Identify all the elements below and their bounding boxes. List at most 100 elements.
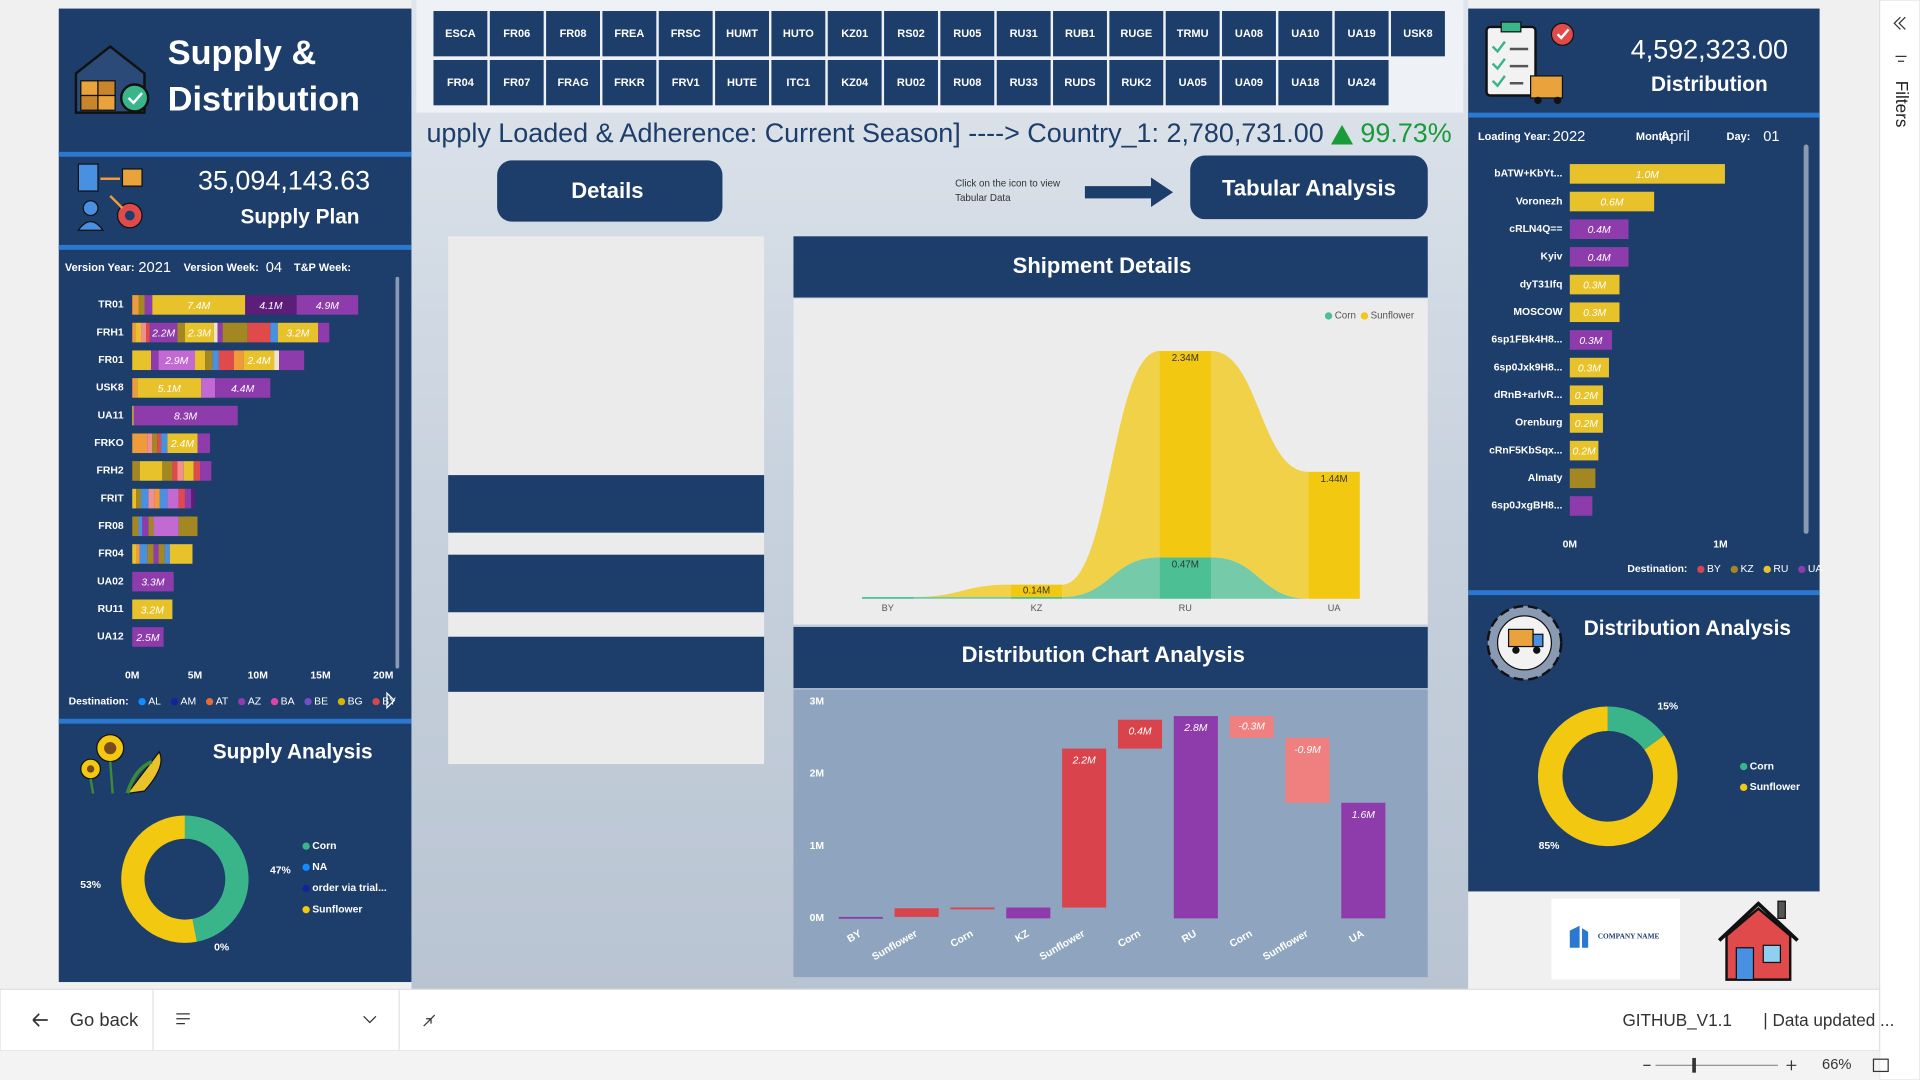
slicer-label[interactable]: UA08	[1235, 28, 1263, 40]
slicer-label[interactable]: TRMU	[1177, 28, 1209, 40]
slicer-button[interactable]	[1053, 60, 1107, 106]
slicer-label[interactable]: FRV1	[672, 77, 700, 89]
slicer-label[interactable]: RU05	[953, 28, 981, 40]
slicer-label[interactable]: HUTO	[783, 28, 814, 40]
slicer-label[interactable]: KZ04	[841, 77, 869, 89]
slicer-button[interactable]	[1165, 60, 1220, 106]
pane-title[interactable]: Filters	[1892, 81, 1912, 128]
expand-icon[interactable]	[1893, 16, 1906, 30]
slicer-button[interactable]	[827, 60, 882, 106]
slicer-label[interactable]: UA19	[1348, 28, 1376, 40]
slicer-label[interactable]: RU08	[953, 77, 981, 89]
slicer-button[interactable]	[1109, 60, 1164, 106]
go-back[interactable]: Go back	[32, 1009, 139, 1030]
slicer-label[interactable]: UA18	[1291, 77, 1319, 89]
slicer-button[interactable]	[602, 60, 657, 106]
slicer-label[interactable]: FREA	[614, 28, 644, 40]
slicer-button[interactable]	[996, 60, 1051, 106]
slicer-button[interactable]	[715, 11, 769, 57]
slicer-button[interactable]	[827, 11, 882, 57]
filter-pane[interactable]	[1878, 0, 1920, 1080]
slicer-button[interactable]	[433, 11, 488, 57]
slicer-button[interactable]	[1053, 11, 1107, 57]
slicer-label[interactable]: UA09	[1235, 77, 1263, 89]
slicer-label[interactable]: UA24	[1348, 77, 1377, 89]
status: | Data updated ...	[1763, 1010, 1894, 1030]
slicer-label[interactable]: RS02	[897, 28, 925, 40]
slicer-button[interactable]	[658, 60, 713, 106]
slicer-label[interactable]: RUK2	[1121, 77, 1151, 89]
scrollbar[interactable]	[395, 276, 400, 669]
button[interactable]	[497, 160, 723, 222]
slicer-label[interactable]: FR06	[503, 28, 530, 40]
slicer-button[interactable]	[996, 11, 1051, 57]
slicer-button[interactable]	[771, 11, 826, 57]
slicer-button[interactable]	[940, 60, 995, 106]
scrollbar[interactable]	[1803, 144, 1809, 534]
ticker-change: 99.73%	[1360, 118, 1451, 148]
button-label[interactable]: Details	[571, 178, 643, 203]
fit-page[interactable]	[1872, 1058, 1889, 1073]
slicer-button[interactable]	[433, 60, 488, 106]
slicer-label[interactable]: FR04	[447, 77, 475, 89]
gear-icon	[1486, 604, 1563, 681]
slicer-button[interactable]	[546, 11, 600, 57]
slicer-label[interactable]: FRKR	[614, 77, 645, 89]
slicer-button[interactable]	[1222, 60, 1276, 106]
slicer-button[interactable]	[1391, 11, 1445, 57]
bar-segment	[158, 350, 195, 371]
pages-icon[interactable]	[176, 1013, 190, 1025]
fit-icon[interactable]	[423, 1014, 436, 1027]
slicer-label[interactable]: HUMT	[726, 28, 758, 40]
slicer-label[interactable]: FRAG	[557, 77, 588, 89]
slicer-button[interactable]	[1334, 60, 1389, 106]
slicer-label[interactable]: RU02	[897, 77, 925, 89]
tabular-button[interactable]: Tabular Analysis	[1190, 155, 1428, 220]
slicer-button[interactable]	[602, 11, 657, 57]
slicer-label[interactable]: RUDS	[1064, 77, 1095, 89]
button-label[interactable]: Tabular Analysis	[1222, 176, 1396, 201]
slicer-button[interactable]	[1334, 11, 1389, 57]
slicer-label[interactable]: ESCA	[445, 28, 476, 40]
slicer-button[interactable]	[884, 11, 938, 57]
slicer-button[interactable]	[1278, 11, 1333, 57]
slicer-button[interactable]	[771, 60, 826, 106]
zoom-in[interactable]	[1786, 1060, 1797, 1071]
slicer-button[interactable]	[658, 11, 713, 57]
slicer-button[interactable]	[1165, 11, 1220, 57]
slicer-label[interactable]: RUGE	[1120, 28, 1152, 40]
dropdown[interactable]	[363, 1015, 377, 1024]
zoom-thumb[interactable]	[1692, 1057, 1696, 1073]
slicer-button[interactable]	[1109, 11, 1164, 57]
slicer-button[interactable]	[489, 11, 544, 57]
slicer-label[interactable]: RUB1	[1065, 28, 1095, 40]
slicer-button[interactable]	[1278, 60, 1333, 106]
slicer-label[interactable]: RU33	[1010, 77, 1038, 89]
bar-segment	[147, 544, 154, 564]
slicer-label[interactable]: FRSC	[671, 28, 701, 40]
supply-panel	[58, 8, 412, 983]
slicer-label[interactable]: FR07	[503, 77, 530, 89]
slicer-label[interactable]: UA10	[1291, 28, 1319, 40]
slicer-button[interactable]	[489, 60, 544, 106]
slicer-label[interactable]: UA05	[1179, 77, 1207, 89]
slicer-label[interactable]: ITC1	[786, 77, 810, 89]
details-button[interactable]: Details	[497, 160, 723, 222]
back-icon[interactable]	[32, 1013, 48, 1027]
slicer-label[interactable]: USK8	[1403, 28, 1432, 40]
slicer-label[interactable]: RU31	[1010, 28, 1038, 40]
back-label[interactable]: Go back	[70, 1009, 139, 1030]
slicer-label[interactable]: KZ01	[841, 28, 868, 40]
legend-dot	[238, 697, 246, 706]
button[interactable]	[1190, 155, 1428, 220]
slicer-label[interactable]: HUTE	[727, 77, 757, 89]
slicer-label[interactable]: FR08	[560, 28, 587, 40]
slicer-button[interactable]	[715, 60, 769, 106]
slicer-button[interactable]	[1222, 11, 1276, 57]
slicer-button[interactable]	[884, 60, 938, 106]
legend-title: Destination:	[69, 696, 129, 707]
legend-next[interactable]	[386, 691, 396, 710]
slicer-button[interactable]	[546, 60, 600, 106]
slicer-button[interactable]	[940, 11, 995, 57]
